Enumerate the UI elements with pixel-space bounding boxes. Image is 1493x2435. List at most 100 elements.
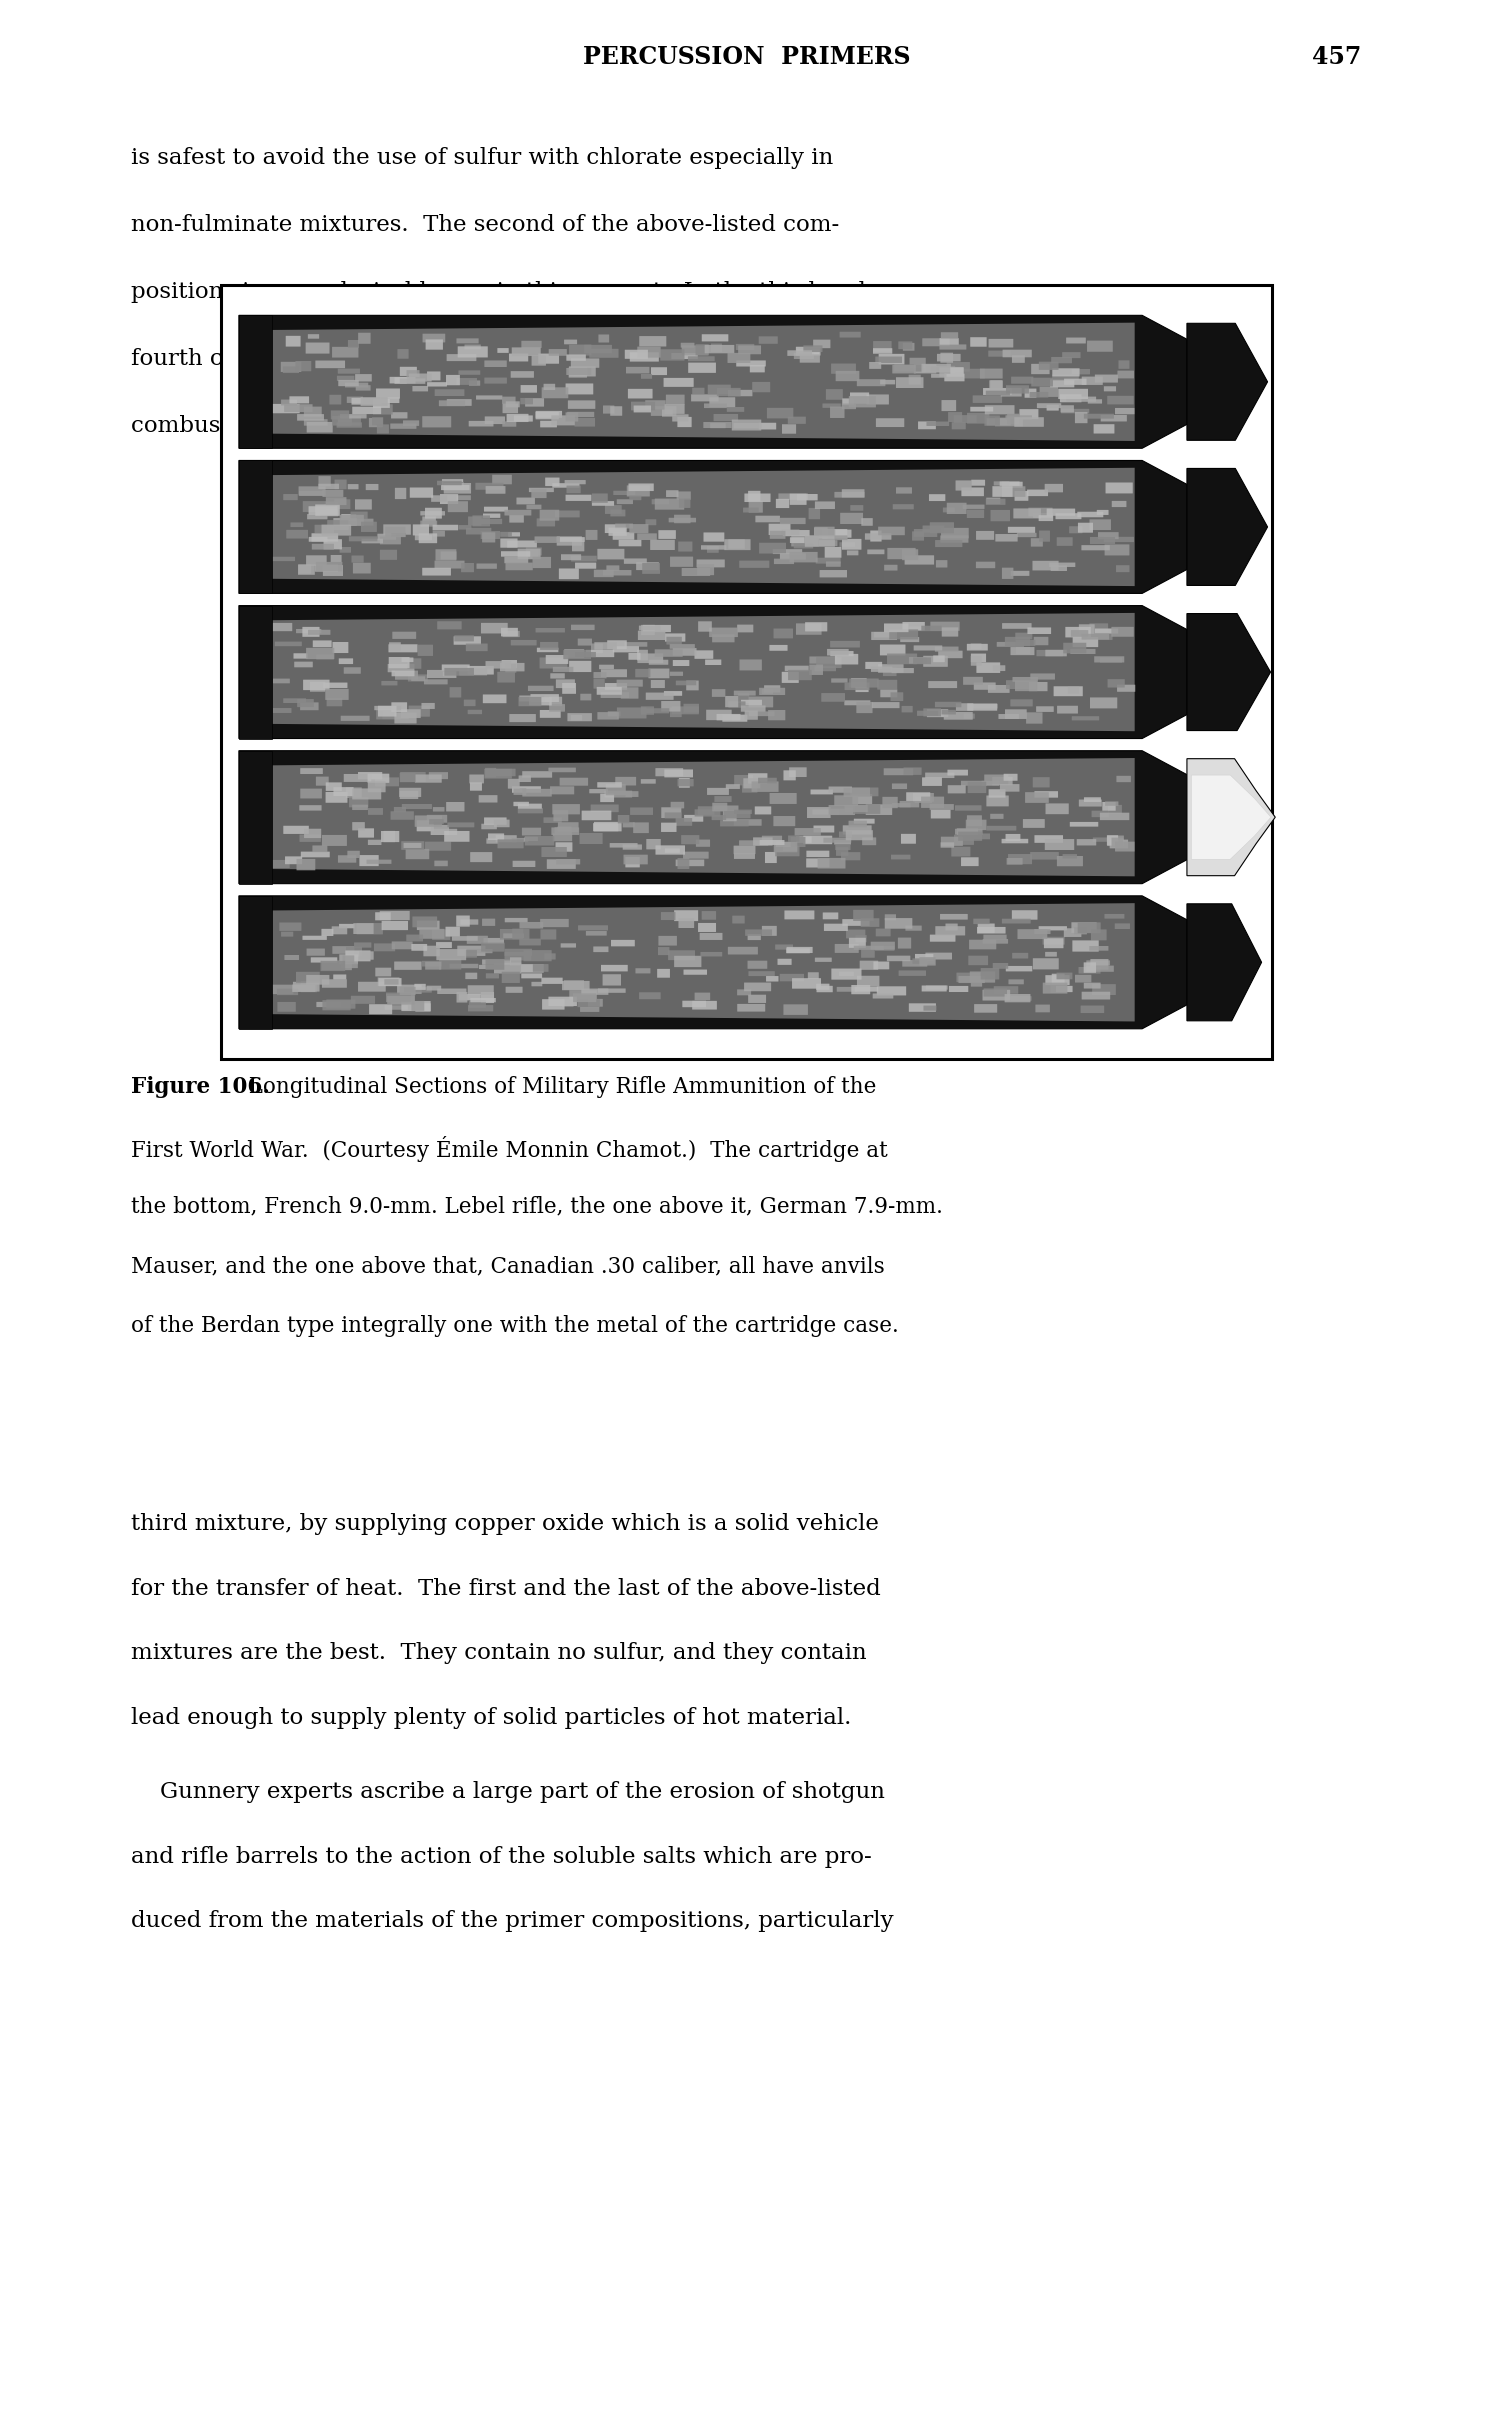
FancyBboxPatch shape — [358, 828, 375, 838]
FancyBboxPatch shape — [884, 623, 909, 633]
FancyBboxPatch shape — [1002, 487, 1026, 497]
FancyBboxPatch shape — [682, 346, 708, 356]
FancyBboxPatch shape — [836, 847, 848, 855]
Polygon shape — [239, 460, 1187, 594]
FancyBboxPatch shape — [393, 631, 417, 638]
FancyBboxPatch shape — [1117, 684, 1135, 692]
FancyBboxPatch shape — [409, 487, 433, 497]
FancyBboxPatch shape — [663, 377, 694, 387]
FancyBboxPatch shape — [502, 421, 517, 426]
FancyBboxPatch shape — [845, 806, 867, 813]
FancyBboxPatch shape — [890, 628, 918, 640]
FancyBboxPatch shape — [1036, 1006, 1050, 1013]
FancyBboxPatch shape — [670, 672, 682, 677]
FancyBboxPatch shape — [885, 913, 896, 920]
FancyBboxPatch shape — [500, 531, 512, 536]
FancyBboxPatch shape — [409, 373, 431, 382]
FancyBboxPatch shape — [1011, 377, 1033, 385]
FancyBboxPatch shape — [835, 655, 858, 665]
FancyBboxPatch shape — [532, 981, 542, 986]
FancyBboxPatch shape — [1090, 519, 1111, 531]
FancyBboxPatch shape — [303, 626, 320, 638]
FancyBboxPatch shape — [1014, 509, 1041, 519]
FancyBboxPatch shape — [500, 538, 518, 548]
FancyBboxPatch shape — [279, 923, 302, 930]
FancyBboxPatch shape — [564, 338, 578, 343]
FancyBboxPatch shape — [629, 653, 640, 660]
FancyBboxPatch shape — [512, 928, 524, 940]
FancyBboxPatch shape — [1045, 840, 1075, 850]
FancyBboxPatch shape — [558, 823, 579, 833]
FancyBboxPatch shape — [400, 377, 426, 385]
FancyBboxPatch shape — [1062, 409, 1090, 414]
FancyBboxPatch shape — [927, 709, 948, 718]
FancyBboxPatch shape — [767, 407, 793, 419]
FancyBboxPatch shape — [735, 818, 761, 825]
FancyBboxPatch shape — [699, 621, 712, 631]
FancyBboxPatch shape — [1015, 648, 1030, 655]
FancyBboxPatch shape — [537, 648, 558, 653]
FancyBboxPatch shape — [340, 716, 370, 721]
FancyBboxPatch shape — [878, 526, 905, 536]
FancyBboxPatch shape — [1105, 913, 1124, 918]
FancyBboxPatch shape — [617, 709, 646, 718]
FancyBboxPatch shape — [540, 643, 558, 650]
FancyBboxPatch shape — [330, 555, 342, 562]
Text: is safest to avoid the use of sulfur with chlorate especially in: is safest to avoid the use of sulfur wit… — [131, 149, 833, 170]
FancyBboxPatch shape — [409, 706, 430, 716]
FancyBboxPatch shape — [787, 947, 812, 952]
FancyBboxPatch shape — [738, 1003, 766, 1011]
FancyBboxPatch shape — [361, 521, 376, 531]
FancyBboxPatch shape — [575, 419, 596, 426]
FancyBboxPatch shape — [293, 984, 315, 991]
FancyBboxPatch shape — [1115, 923, 1130, 930]
FancyBboxPatch shape — [387, 993, 415, 1001]
FancyBboxPatch shape — [624, 855, 648, 864]
FancyBboxPatch shape — [640, 375, 652, 380]
FancyBboxPatch shape — [784, 1003, 808, 1015]
FancyBboxPatch shape — [549, 348, 567, 356]
FancyBboxPatch shape — [681, 343, 694, 348]
FancyBboxPatch shape — [1014, 416, 1044, 426]
FancyBboxPatch shape — [340, 414, 367, 419]
FancyBboxPatch shape — [466, 972, 478, 979]
FancyBboxPatch shape — [770, 531, 785, 538]
FancyBboxPatch shape — [400, 368, 417, 375]
FancyBboxPatch shape — [847, 930, 866, 937]
FancyBboxPatch shape — [369, 1003, 393, 1015]
FancyBboxPatch shape — [390, 377, 415, 382]
FancyBboxPatch shape — [1090, 623, 1108, 633]
FancyBboxPatch shape — [808, 806, 830, 818]
FancyBboxPatch shape — [570, 626, 594, 631]
FancyBboxPatch shape — [636, 670, 651, 677]
FancyBboxPatch shape — [591, 643, 603, 653]
FancyBboxPatch shape — [1118, 360, 1130, 368]
FancyBboxPatch shape — [308, 514, 327, 519]
FancyBboxPatch shape — [340, 964, 358, 969]
FancyBboxPatch shape — [403, 843, 421, 847]
FancyBboxPatch shape — [758, 777, 776, 784]
FancyBboxPatch shape — [299, 806, 321, 811]
FancyBboxPatch shape — [331, 412, 349, 419]
FancyBboxPatch shape — [385, 526, 406, 538]
FancyBboxPatch shape — [400, 986, 415, 996]
Text: third mixture, by supplying copper oxide which is a solid vehicle: third mixture, by supplying copper oxide… — [131, 1512, 879, 1536]
FancyBboxPatch shape — [1011, 570, 1029, 575]
FancyBboxPatch shape — [684, 704, 699, 713]
FancyBboxPatch shape — [1102, 801, 1115, 811]
FancyBboxPatch shape — [470, 998, 496, 1003]
FancyBboxPatch shape — [823, 528, 848, 538]
FancyBboxPatch shape — [1006, 857, 1023, 864]
FancyBboxPatch shape — [567, 399, 596, 409]
FancyBboxPatch shape — [284, 494, 297, 499]
FancyBboxPatch shape — [791, 536, 818, 545]
FancyBboxPatch shape — [1033, 514, 1053, 519]
FancyBboxPatch shape — [988, 684, 1009, 694]
FancyBboxPatch shape — [481, 519, 502, 524]
FancyBboxPatch shape — [372, 416, 384, 426]
FancyBboxPatch shape — [645, 399, 666, 409]
FancyBboxPatch shape — [626, 791, 639, 796]
FancyBboxPatch shape — [1072, 638, 1099, 648]
FancyBboxPatch shape — [773, 558, 794, 565]
FancyBboxPatch shape — [969, 955, 988, 964]
